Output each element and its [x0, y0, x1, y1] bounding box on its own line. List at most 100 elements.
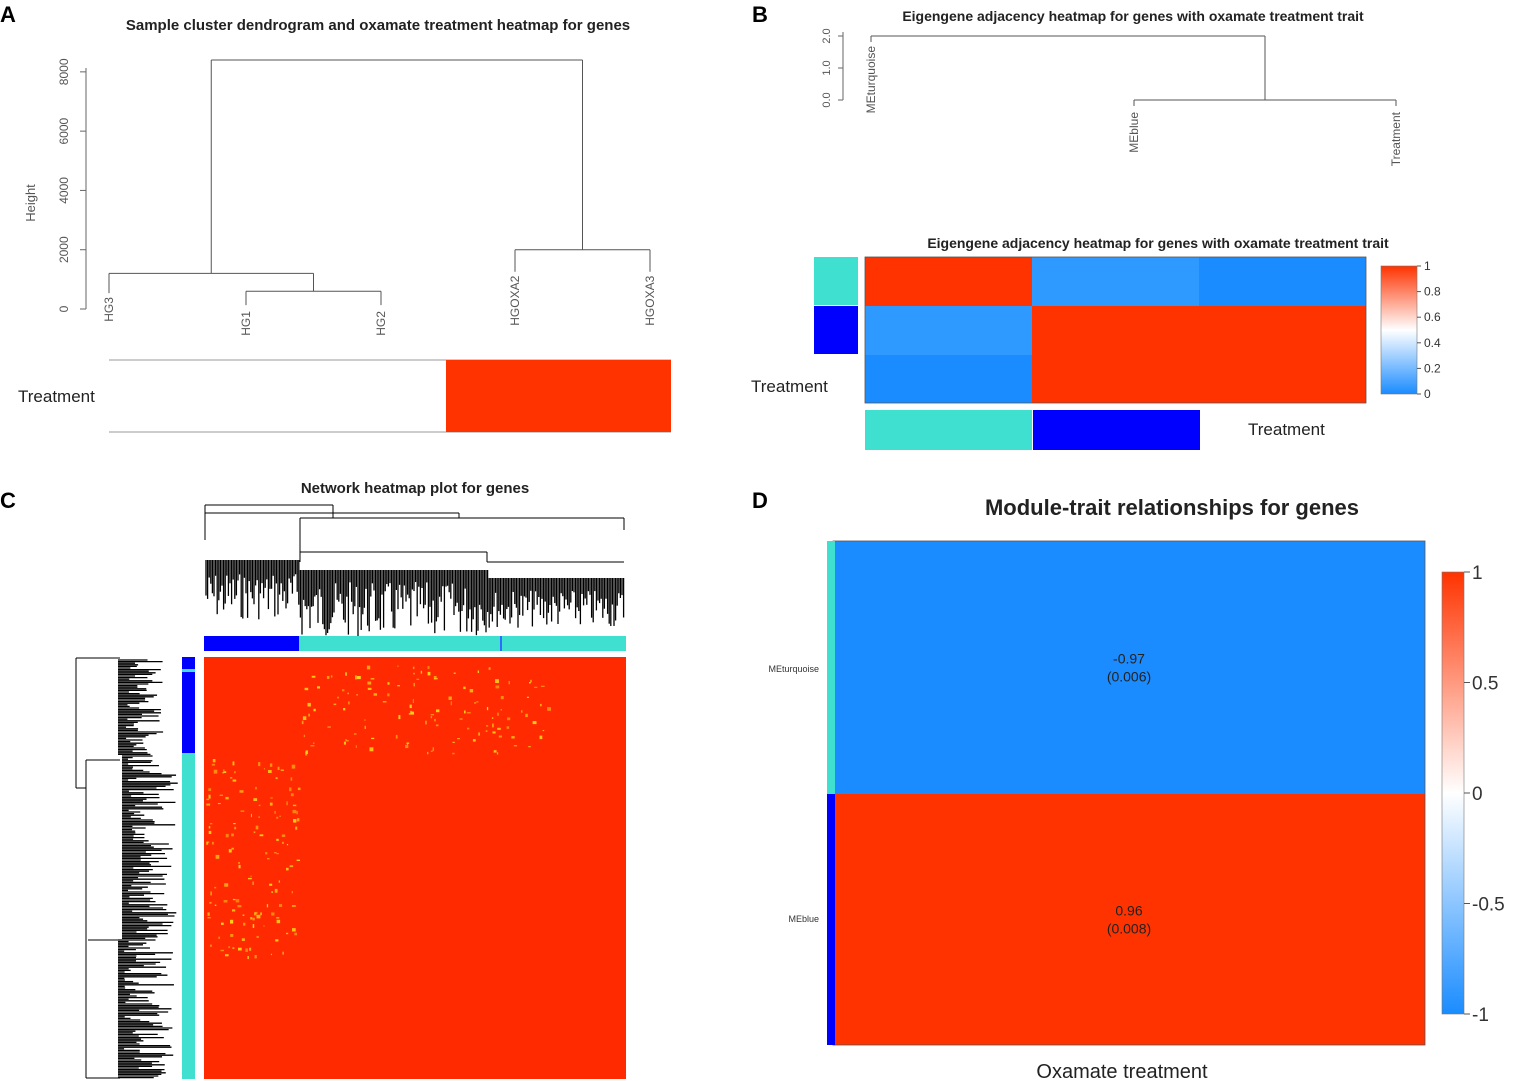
panel-c-heatmap-highlight	[237, 905, 242, 908]
panel-c-heatmap-highlight	[472, 739, 476, 742]
panel-c-heatmap-highlight	[450, 701, 452, 706]
panel-c-heatmap-highlight	[245, 948, 248, 952]
panel-c-heatmap-highlight	[209, 901, 212, 904]
panel-b-leaf-label: Treatment	[1389, 111, 1403, 166]
panel-b-heatmap-title: Eigengene adjacency heatmap for genes wi…	[927, 235, 1389, 251]
panel-c-heatmap-highlight	[225, 796, 229, 800]
panel-c-heatmap-highlight	[370, 678, 375, 680]
panel-a-y-tick-label: 2000	[57, 236, 71, 263]
panel-c-heatmap-highlight	[345, 740, 349, 742]
panel-letter-a: A	[0, 2, 16, 27]
panel-c-heatmap-highlight	[347, 692, 349, 695]
panel-c-heatmap-highlight	[430, 714, 434, 716]
panel-c-heatmap-highlight	[212, 759, 216, 763]
panel-c-heatmap-highlight	[291, 905, 296, 907]
panel-c-heatmap-highlight	[225, 954, 229, 957]
panel-c-heatmap-highlight	[206, 798, 210, 801]
panel-letter-b: B	[752, 2, 768, 27]
panel-c-heatmap-highlight	[232, 947, 235, 949]
panel-c-heatmap-highlight	[270, 953, 272, 956]
panel-c-heatmap-highlight	[281, 834, 286, 837]
panel-c-heatmap-highlight	[250, 917, 253, 920]
panel-c-heatmap-highlight	[252, 924, 255, 928]
panel-c-heatmap-highlight	[425, 720, 427, 725]
panel-c-heatmap-highlight	[345, 739, 347, 741]
panel-c-heatmap-highlight	[305, 750, 308, 754]
panel-c-heatmap-highlight	[250, 875, 252, 877]
panel-a-y-tick-label: 4000	[57, 177, 71, 204]
panel-b-col-color-blue	[1033, 410, 1200, 450]
panel-c-heatmap-highlight	[231, 833, 234, 837]
panel-c-heatmap-highlight	[498, 735, 502, 738]
panel-c-heatmap-highlight	[208, 788, 212, 791]
panel-b-row-label: Treatment	[751, 377, 828, 396]
panel-c-heatmap-texture	[206, 665, 551, 960]
panel-c-heatmap-highlight	[353, 733, 357, 735]
panel-c-heatmap-highlight	[266, 904, 269, 908]
panel-c-left-module-stripe	[182, 669, 195, 672]
panel-a-y-tick-label: 6000	[57, 117, 71, 144]
panel-d-colorbar-tick-label: 1	[1472, 563, 1483, 584]
panel-b-heatmap-cell	[1032, 306, 1199, 355]
panel-c-heatmap-highlight	[420, 670, 423, 674]
panel-b-leaf-label: MEturquoise	[864, 46, 878, 114]
panel-b-heatmap	[865, 257, 1366, 403]
panel-c-heatmap-highlight	[238, 947, 242, 951]
panel-c-heatmap-highlight	[271, 891, 273, 893]
panel-c-heatmap-highlight	[214, 904, 217, 906]
panel-c-heatmap-highlight	[463, 686, 466, 690]
panel-c-heatmap-highlight	[238, 864, 241, 869]
panel-b-top-title: Eigengene adjacency heatmap for genes wi…	[902, 8, 1364, 24]
panel-c-heatmap-highlight	[274, 810, 276, 814]
panel-c-heatmap-highlight	[398, 715, 401, 720]
panel-a-leaf-label: HG2	[374, 311, 388, 336]
panel-d: D Module-trait relationships for genes -…	[752, 488, 1505, 1081]
panel-b-row-color-blue	[814, 306, 858, 354]
panel-c-heatmap-highlight	[209, 944, 212, 947]
panel-c-heatmap-highlight	[289, 865, 294, 868]
panel-c-heatmap-highlight	[508, 681, 510, 685]
panel-c-heatmap-highlight	[270, 797, 273, 799]
panel-c-heatmap-highlight	[530, 679, 532, 683]
panel-c-heatmap-highlight	[492, 723, 494, 728]
panel-c-left-dendrogram	[75, 657, 178, 1079]
panel-c-heatmap-highlight	[511, 736, 515, 739]
panel-b-y-ticks: 0.0 1.0 2.0	[821, 28, 843, 108]
panel-d-row-color-turquoise	[827, 541, 835, 794]
panel-d-x-label: Oxamate treatment	[1036, 1061, 1208, 1081]
panel-c-heatmap-highlight	[215, 854, 220, 859]
panel-a-leaf-label: HG1	[239, 311, 253, 336]
panel-c-heatmap-highlight	[230, 919, 234, 924]
panel-c-heatmap-highlight	[478, 732, 480, 736]
panel-d-colorbar	[1441, 571, 1465, 1015]
panel-letter-c: C	[0, 488, 16, 513]
panel-c-heatmap-highlight	[250, 813, 252, 818]
panel-d-colorbar-tick-label: -1	[1472, 1005, 1489, 1026]
panel-c-heatmap-highlight	[355, 675, 357, 680]
panel-letter-d: D	[752, 488, 768, 513]
panel-c-heatmap-highlight	[258, 816, 260, 818]
panel-c-top-module-turquoise	[299, 636, 626, 651]
panel-c-heatmap-highlight	[233, 823, 236, 825]
panel-b-colorbar-tick-label: 0.6	[1424, 310, 1441, 324]
panel-c-heatmap-highlight	[269, 883, 273, 886]
panel-c-heatmap-highlight	[506, 726, 510, 729]
panel-c-heatmap-highlight	[282, 841, 284, 844]
panel-c-heatmap-highlight	[410, 711, 414, 715]
panel-c-heatmap-highlight	[540, 685, 545, 687]
panel-c-heatmap-highlight	[228, 849, 232, 853]
panel-c-top-dendrogram	[204, 504, 625, 637]
panel-c-heatmap-highlight	[343, 741, 346, 745]
panel-d-colorbar-ticks: 1 0.5 0 -0.5 -1	[1464, 563, 1505, 1026]
panel-c-heatmap-highlight	[521, 710, 523, 713]
panel-c-heatmap-highlight	[474, 702, 477, 704]
panel-a-y-tick-label: 8000	[57, 58, 71, 85]
panel-b-heatmap-cell	[1032, 257, 1199, 306]
panel-c-top-module-blue	[204, 636, 299, 651]
panel-b-y-tick-label: 0.0	[821, 92, 833, 107]
panel-c-heatmap-highlight	[327, 726, 331, 728]
panel-d-cell-pvalue: (0.008)	[1107, 921, 1151, 937]
panel-a-trait-cell-treated	[446, 360, 671, 432]
panel-c-heatmap-highlight	[397, 685, 400, 687]
